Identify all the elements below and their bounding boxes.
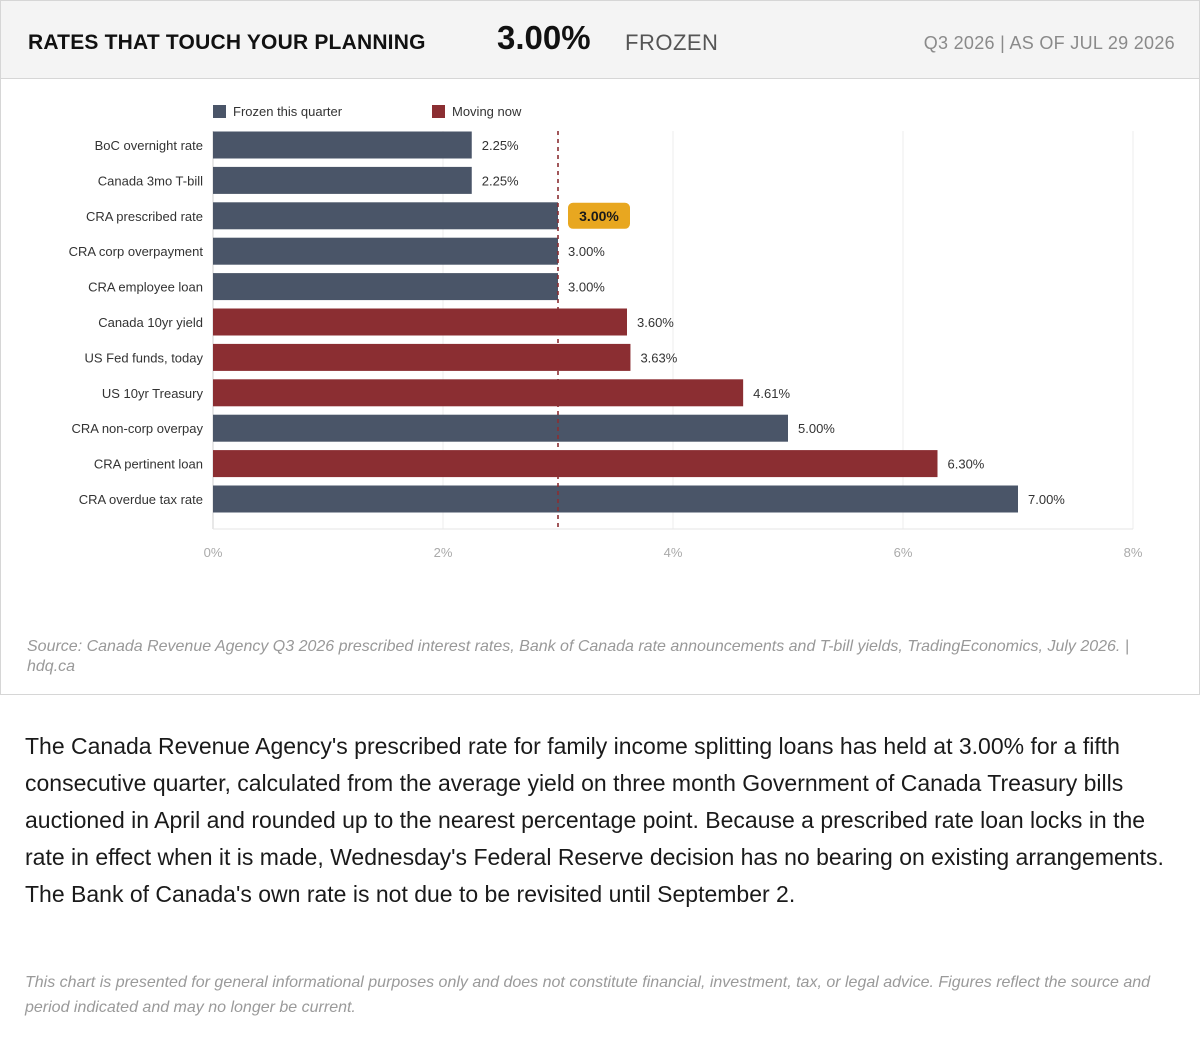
data-label: 3.00% — [568, 244, 605, 259]
data-label: 2.25% — [482, 138, 519, 153]
chart-title: RATES THAT TOUCH YOUR PLANNING — [28, 31, 426, 54]
headline-rate: 3.00% — [497, 19, 591, 56]
category-label: CRA overdue tax rate — [79, 492, 203, 507]
category-label: Canada 3mo T-bill — [98, 173, 203, 188]
legend-label-moving: Moving now — [452, 104, 522, 119]
x-tick-label: 8% — [1124, 545, 1143, 560]
chart-source: Source: Canada Revenue Agency Q3 2026 pr… — [27, 638, 1129, 675]
category-label: US Fed funds, today — [84, 350, 203, 365]
bar — [213, 237, 558, 265]
bar — [213, 343, 631, 371]
category-label: BoC overnight rate — [95, 138, 203, 153]
bar — [213, 273, 558, 301]
rate-status: FROZEN — [625, 30, 719, 55]
bar — [213, 450, 938, 478]
article-paragraph: The Canada Revenue Agency's prescribed r… — [25, 733, 1164, 907]
category-label: CRA corp overpayment — [69, 244, 204, 259]
category-label: US 10yr Treasury — [102, 386, 204, 401]
category-label: CRA employee loan — [88, 280, 203, 295]
bar — [213, 166, 472, 194]
chart-card: RATES THAT TOUCH YOUR PLANNING 3.00% FRO… — [0, 0, 1200, 695]
as-of-date: AS OF JUL 29 2026 — [1009, 33, 1175, 53]
category-label: CRA non-corp overpay — [71, 421, 203, 436]
data-label: 2.25% — [482, 173, 519, 188]
x-tick-label: 4% — [664, 545, 683, 560]
data-label: 6.30% — [948, 457, 985, 472]
period-info: Q3 2026 | AS OF JUL 29 2026 — [924, 33, 1175, 54]
data-label: 3.63% — [640, 350, 677, 365]
legend-label-frozen: Frozen this quarter — [233, 104, 343, 119]
period-separator: | — [1000, 33, 1006, 53]
bar — [213, 379, 744, 407]
period-label: Q3 2026 — [923, 33, 995, 53]
disclaimer-text: This chart is presented for general info… — [25, 974, 1151, 1016]
category-label: Canada 10yr yield — [98, 315, 203, 330]
highlight-badge — [568, 202, 630, 229]
x-tick-label: 2% — [434, 545, 453, 560]
data-label: 3.60% — [637, 315, 674, 330]
category-label: CRA pertinent loan — [94, 457, 203, 472]
bar — [213, 485, 1018, 513]
data-label: 4.61% — [753, 386, 790, 401]
bar — [213, 131, 472, 159]
category-label: CRA prescribed rate — [86, 209, 203, 224]
bar — [213, 202, 558, 230]
chart-header: RATES THAT TOUCH YOUR PLANNING 3.00% FRO… — [1, 1, 1199, 79]
x-tick-label: 0% — [204, 545, 223, 560]
bar-chart: Frozen this quarter Moving now 0% 2% 4% 6% 8% B… — [69, 104, 1143, 560]
bar — [213, 414, 788, 442]
data-label-highlighted: 3.00% — [579, 208, 619, 224]
bar — [213, 308, 627, 336]
x-tick-label: 6% — [894, 545, 913, 560]
data-label: 7.00% — [1028, 492, 1065, 507]
data-label: 3.00% — [568, 280, 605, 295]
legend-swatch-moving — [432, 105, 445, 118]
data-label: 5.00% — [798, 421, 835, 436]
legend-swatch-frozen — [213, 105, 226, 118]
